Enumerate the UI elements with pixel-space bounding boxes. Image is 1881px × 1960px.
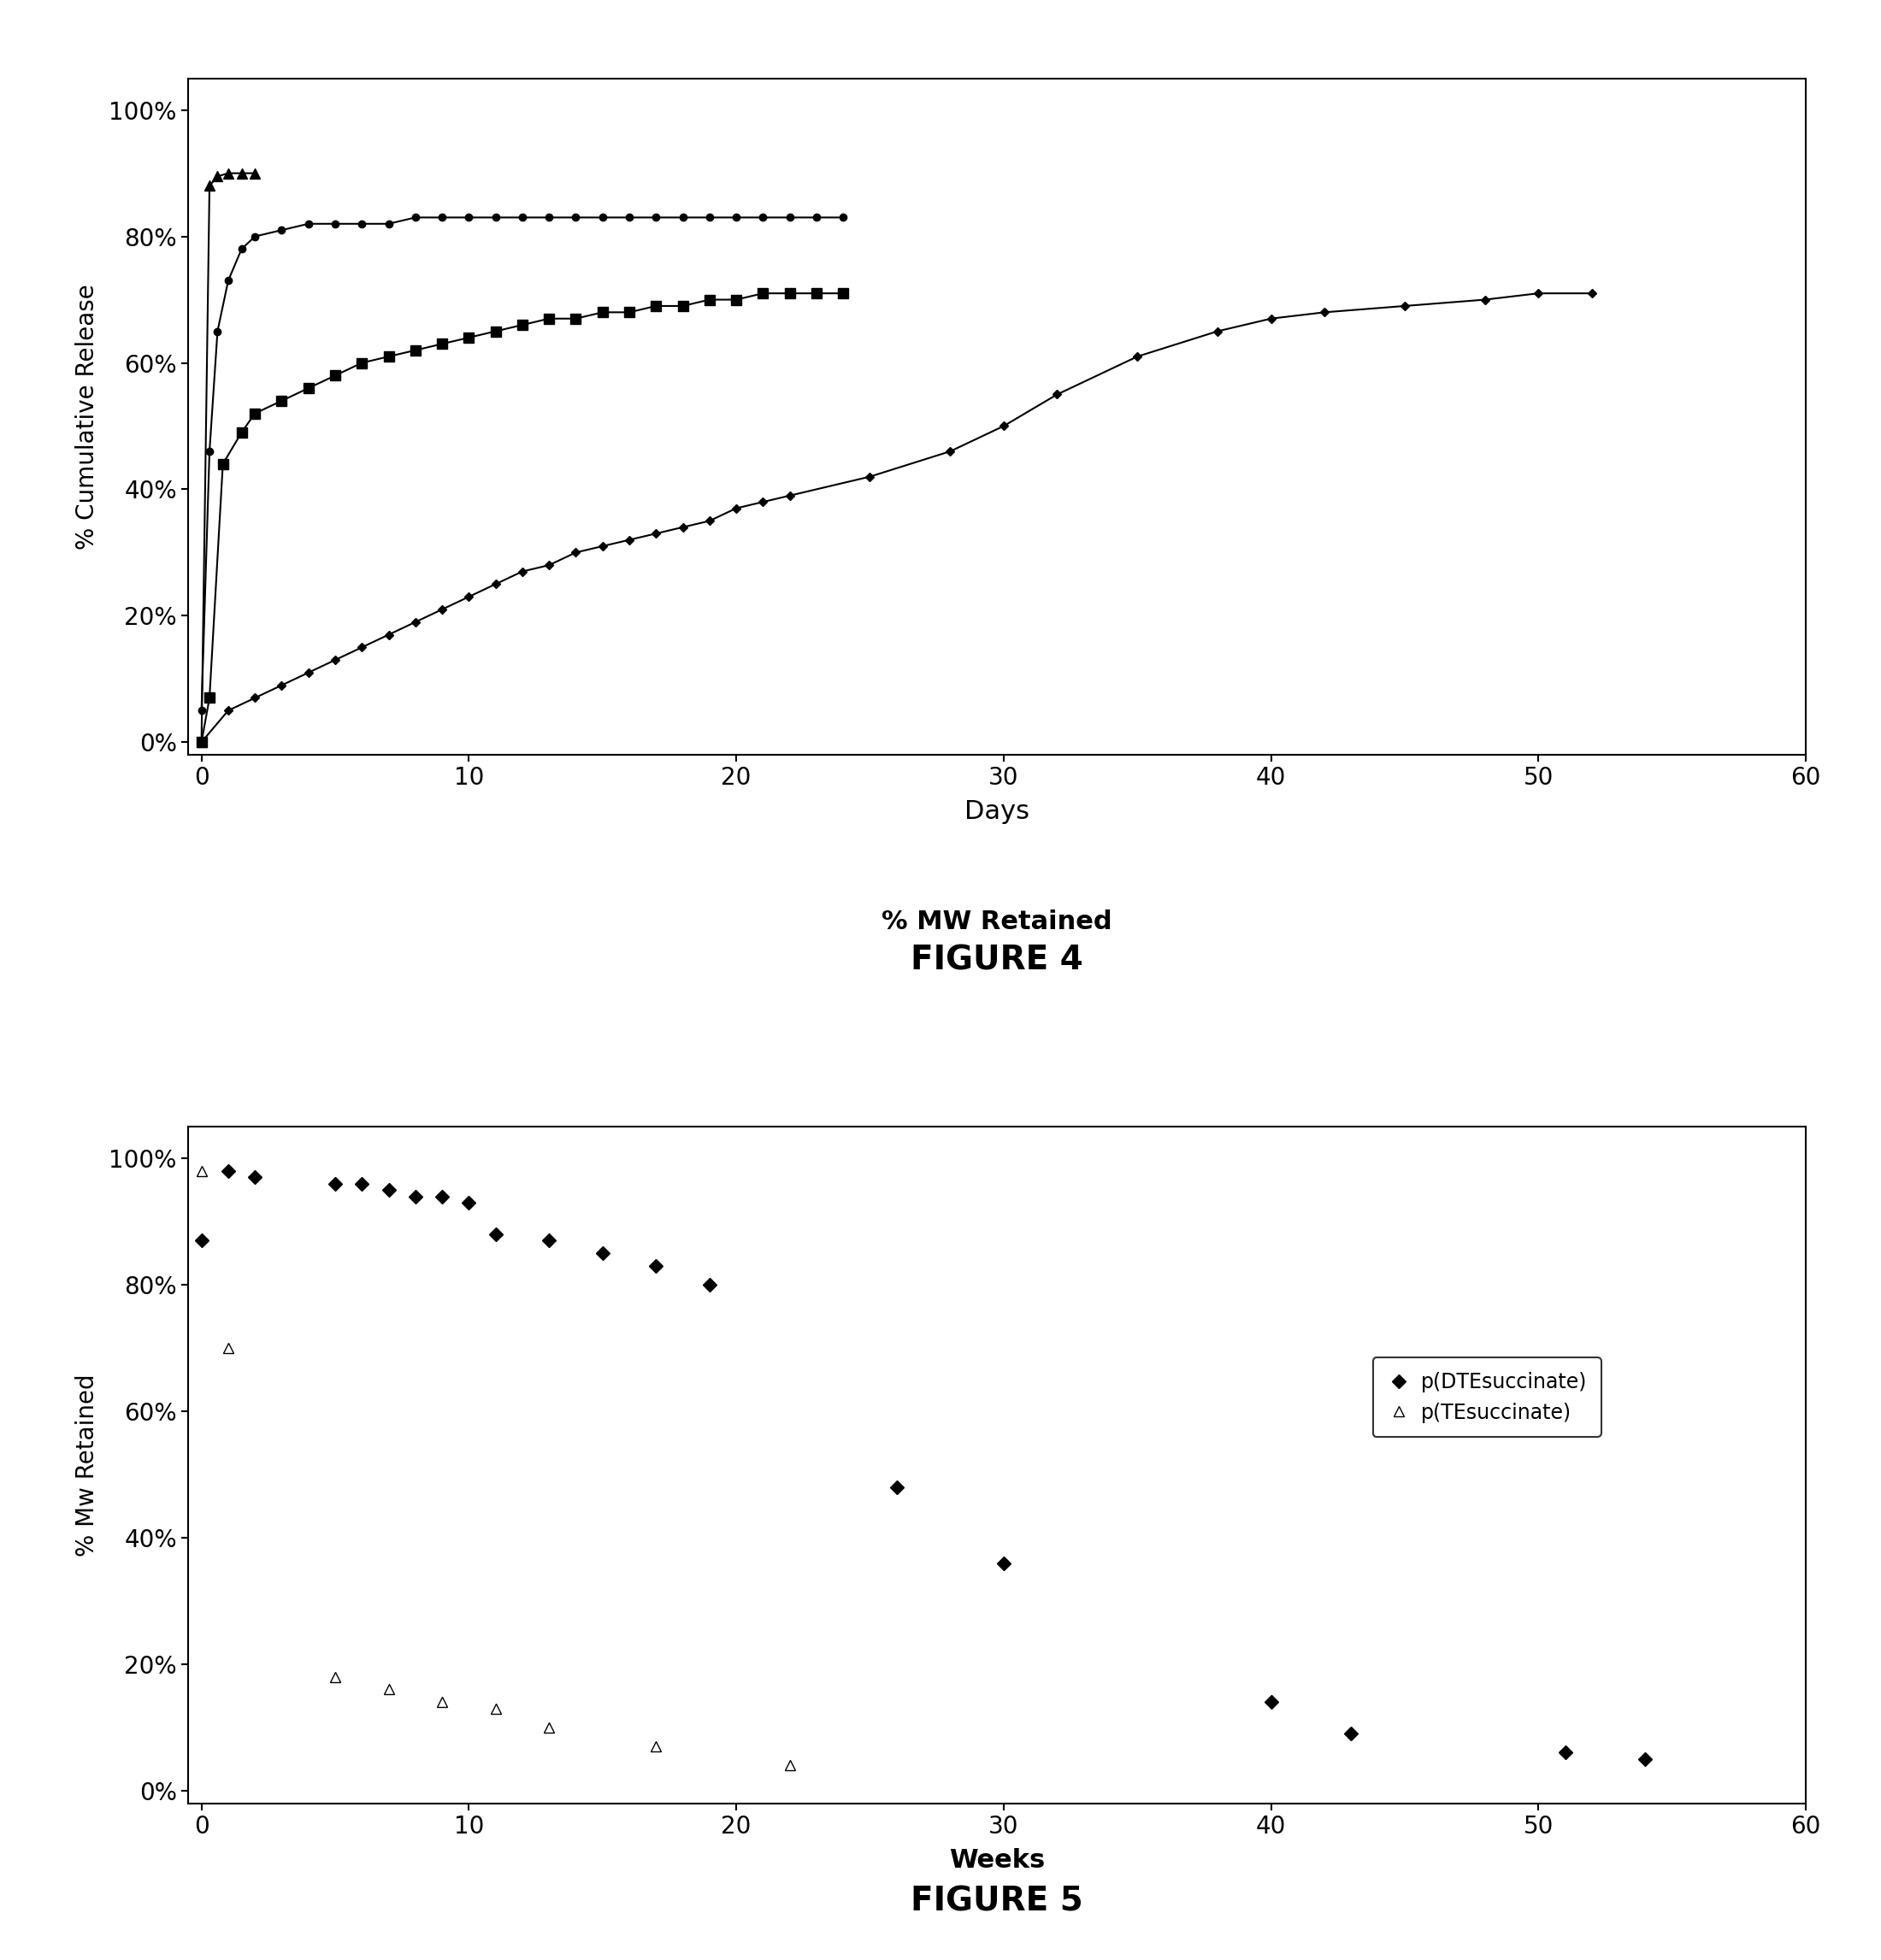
X-axis label: Days: Days [965, 800, 1029, 825]
Legend: p(DTEsuccinate), p(TEsuccinate): p(DTEsuccinate), p(TEsuccinate) [1373, 1358, 1601, 1437]
Y-axis label: % Mw Retained: % Mw Retained [75, 1374, 100, 1556]
Text: % MW Retained: % MW Retained [882, 909, 1112, 935]
Text: FIGURE 4: FIGURE 4 [910, 945, 1083, 976]
X-axis label: Weeks: Weeks [948, 1848, 1046, 1872]
Text: FIGURE 5: FIGURE 5 [910, 1886, 1083, 1917]
Y-axis label: % Cumulative Release: % Cumulative Release [75, 284, 100, 549]
